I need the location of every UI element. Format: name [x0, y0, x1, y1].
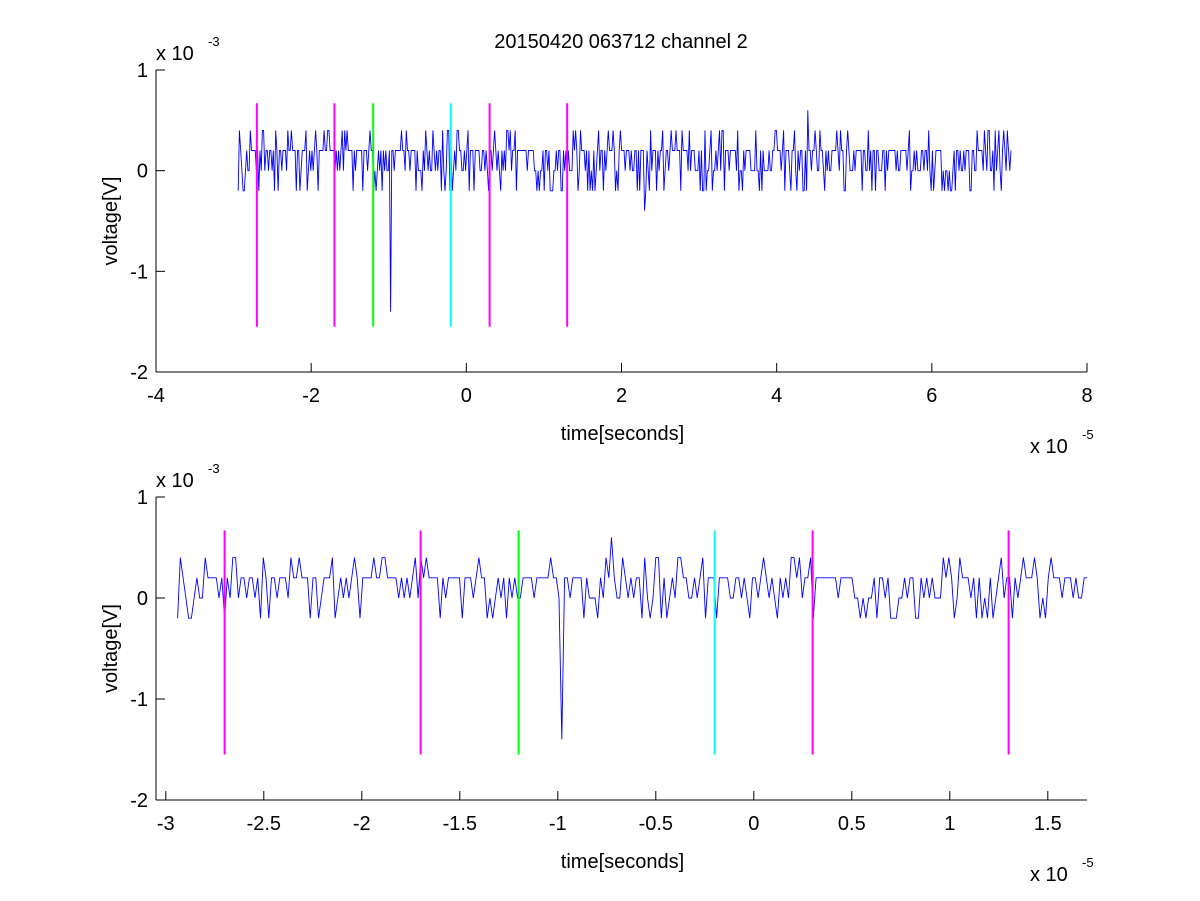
- x-tick-label: 1.5: [1034, 813, 1062, 835]
- y-tick-label: 0: [137, 161, 148, 183]
- x-exponent-power: -5: [1082, 855, 1094, 870]
- y-tick-label: 1: [137, 60, 148, 82]
- top-plot: -4 -2 0 2 4 6 8-2-101time[seconds]voltage[V]x …: [100, 34, 1094, 458]
- x-tick-label: -2: [353, 813, 371, 835]
- y-axis-label: voltage[V]: [100, 177, 122, 266]
- y-exponent-label: x 10: [156, 470, 194, 492]
- x-tick-label: -2.5: [247, 813, 281, 835]
- x-tick-label: 4: [771, 385, 782, 407]
- x-tick-label: -3: [157, 813, 175, 835]
- signal-trace: [177, 537, 1087, 740]
- y-tick-label: -1: [130, 689, 148, 711]
- x-tick-label: 6: [926, 385, 937, 407]
- y-exponent-power: -3: [208, 461, 220, 476]
- y-axis-label: voltage[V]: [100, 604, 122, 693]
- x-tick-label: -2: [302, 385, 320, 407]
- x-tick-label: -1: [549, 813, 567, 835]
- y-exponent-power: -3: [208, 34, 220, 49]
- signal-trace: [237, 110, 1012, 312]
- bottom-plot: -3 -2.5 -2 -1.5 -1 -0.5 0 0.5 1 1.5 -2 -1 0 1 time[sec…: [100, 461, 1094, 886]
- x-axis-label: time[seconds]: [561, 851, 684, 873]
- x-exponent-label: x 10: [1030, 864, 1068, 886]
- x-tick-label: 0: [461, 385, 472, 407]
- y-tick-label: -1: [130, 261, 148, 283]
- y-tick-label: -2: [130, 362, 148, 384]
- x-axis-label: time[seconds]: [561, 423, 684, 445]
- x-tick-label: 2: [616, 385, 627, 407]
- x-tick-label: -1.5: [443, 813, 477, 835]
- x-tick-label: 8: [1081, 385, 1092, 407]
- x-tick-label: 0.5: [838, 813, 866, 835]
- x-tick-label: -4: [147, 385, 165, 407]
- y-tick-label: 0: [137, 588, 148, 610]
- x-tick-label: 1: [944, 813, 955, 835]
- figure-title: 20150420 063712 channel 2: [494, 31, 748, 53]
- y-tick-label: -2: [130, 790, 148, 812]
- x-tick-label: -0.5: [639, 813, 673, 835]
- y-tick-label: 1: [137, 487, 148, 509]
- x-exponent-power: -5: [1082, 427, 1094, 442]
- y-exponent-label: x 10: [156, 43, 194, 65]
- x-exponent-label: x 10: [1030, 436, 1068, 458]
- x-tick-label: 0: [748, 813, 759, 835]
